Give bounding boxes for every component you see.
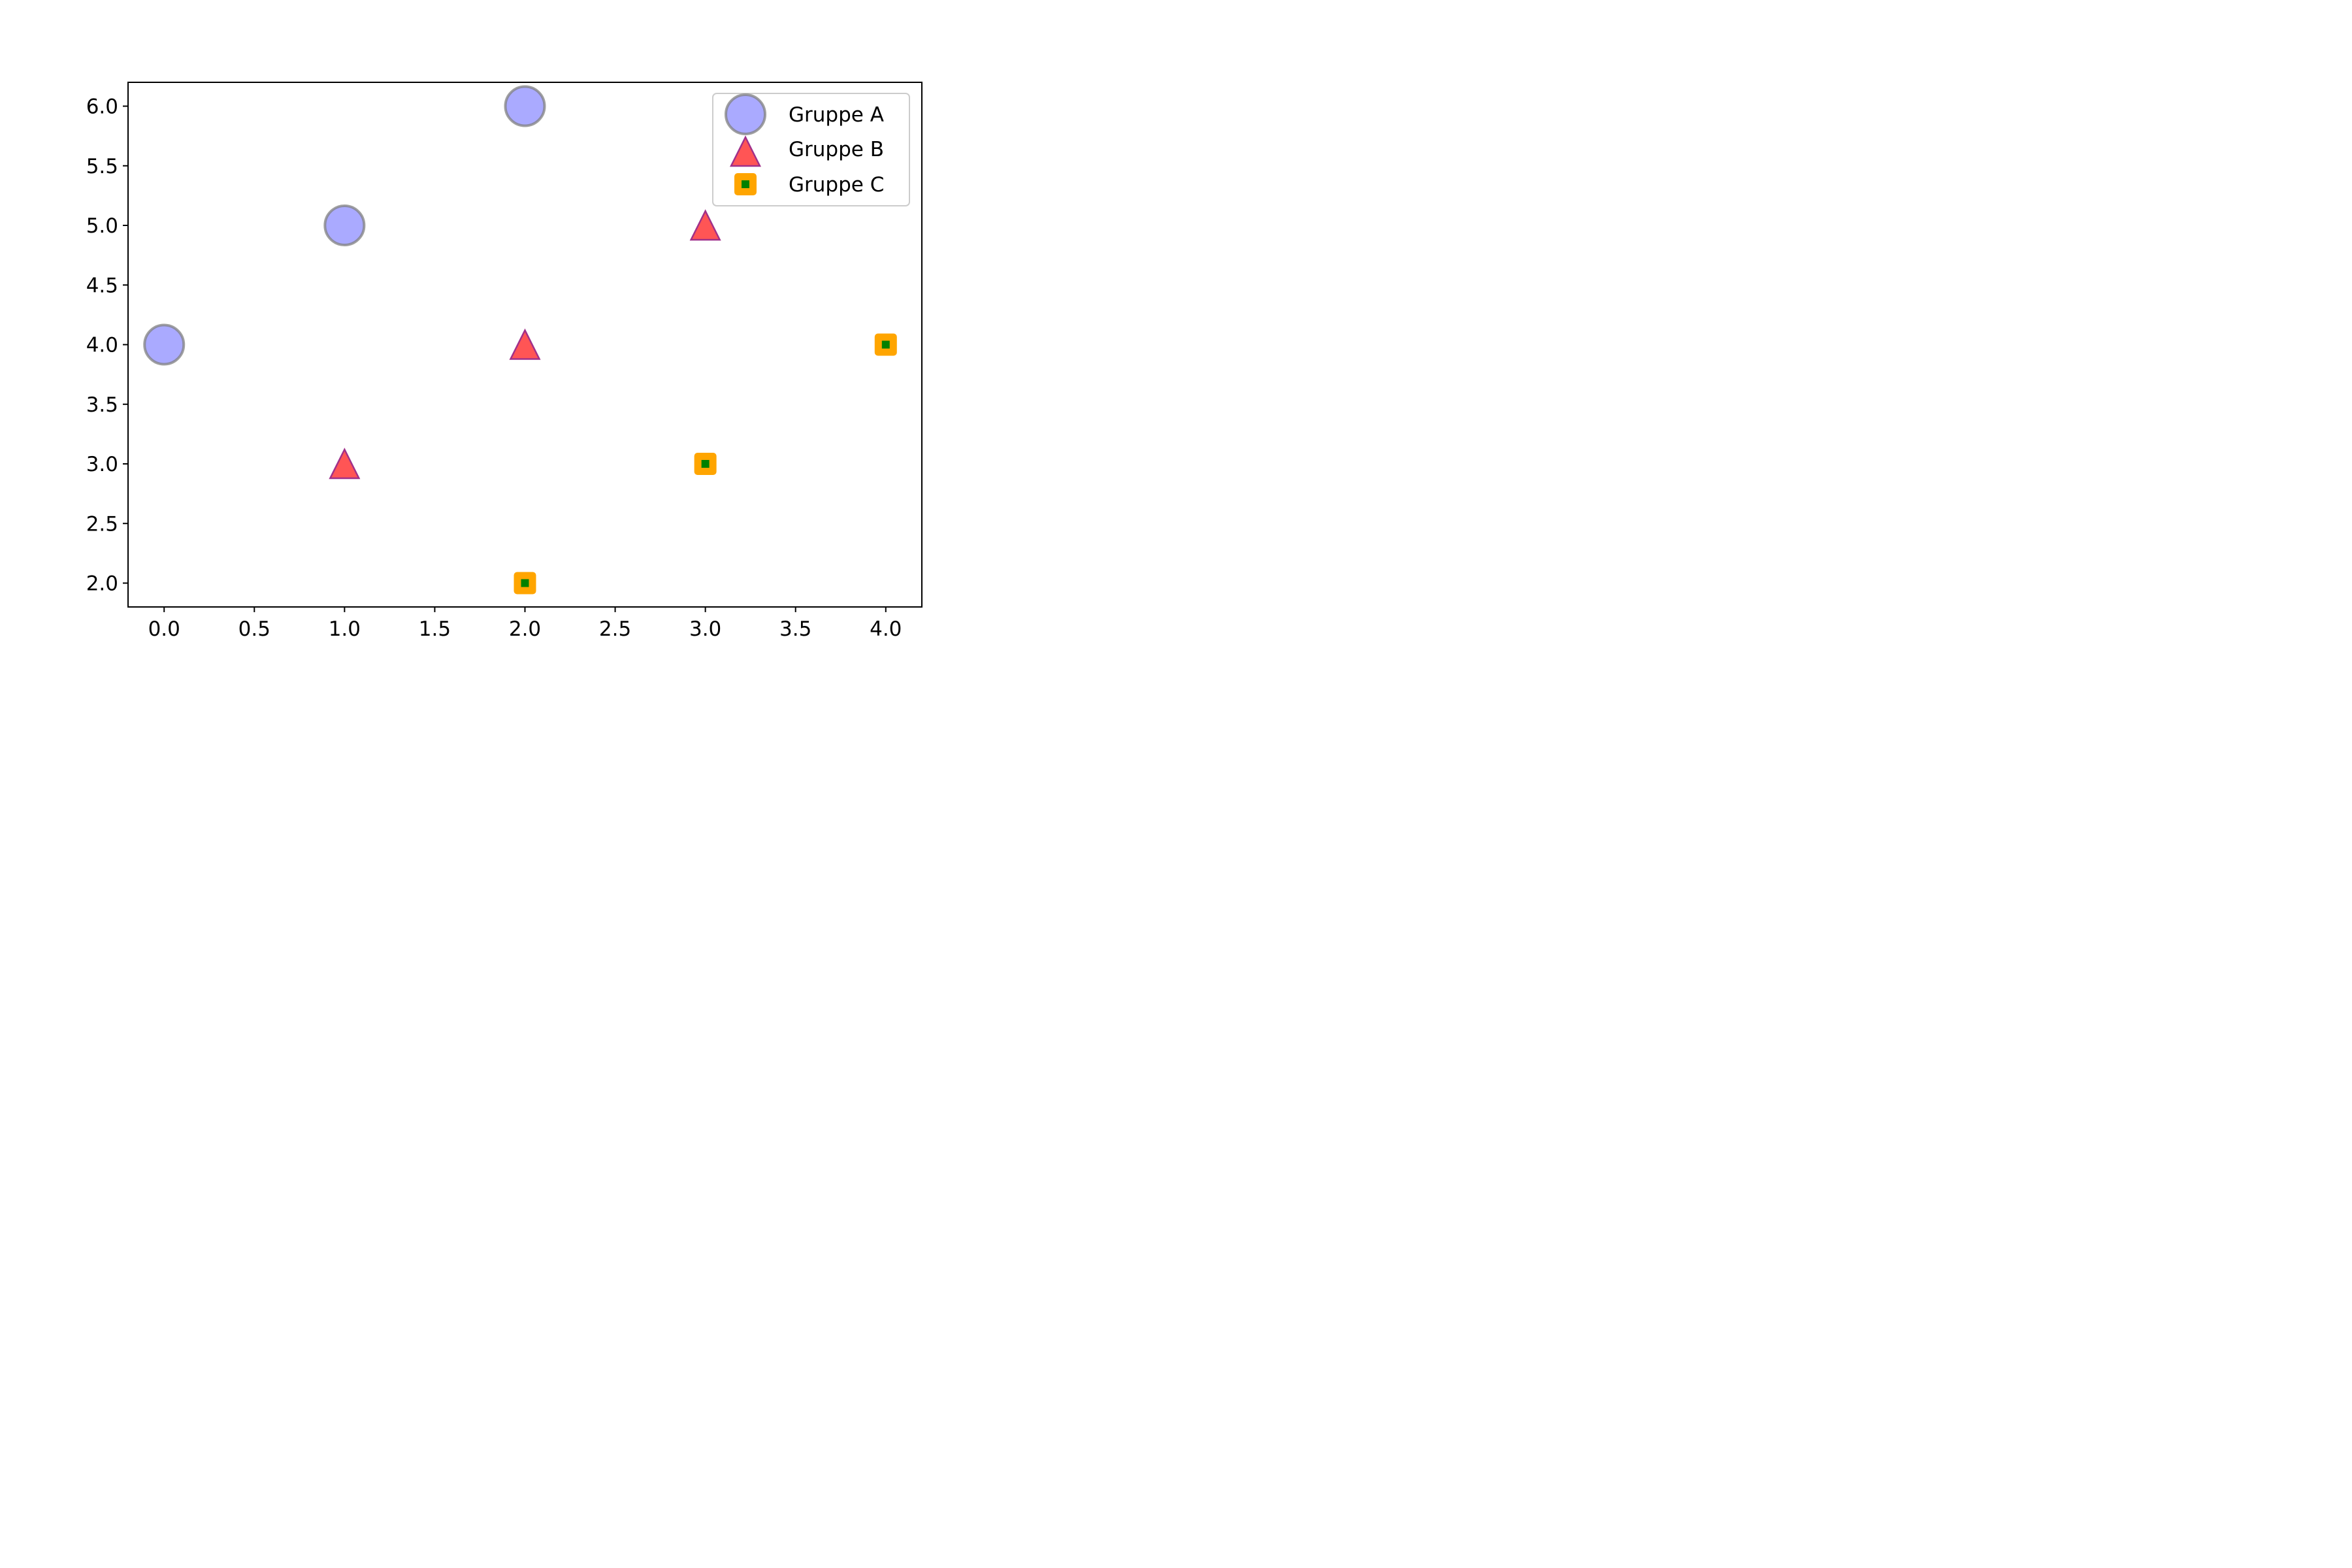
plot-frame bbox=[127, 82, 923, 608]
legend-marker bbox=[725, 93, 766, 135]
y-tick-label: 5.0 bbox=[86, 214, 118, 238]
y-tick-label: 2.5 bbox=[86, 512, 118, 536]
legend-entry: Gruppe C bbox=[734, 173, 884, 197]
y-tick-label: 3.5 bbox=[86, 393, 118, 417]
data-point-core bbox=[701, 460, 710, 468]
legend-entry: Gruppe A bbox=[725, 93, 884, 135]
legend-label: Gruppe C bbox=[789, 173, 884, 197]
x-tick-label: 2.5 bbox=[599, 617, 631, 641]
x-tick-label: 3.5 bbox=[779, 617, 811, 641]
legend: Gruppe A Gruppe B Gruppe C bbox=[712, 93, 910, 206]
data-point bbox=[329, 448, 361, 480]
y-tick-label: 4.0 bbox=[86, 334, 118, 357]
data-point bbox=[323, 204, 366, 246]
legend-label: Gruppe B bbox=[789, 138, 884, 161]
series-3 bbox=[514, 333, 897, 595]
scatter-chart: 0.0 0.5 1.0 1.5 2.0 2.5 3.0 3.5 4.0 2.0 2.5 3.0 3.5 4… bbox=[86, 82, 923, 642]
data-marks bbox=[143, 85, 897, 595]
y-tick-label: 5.5 bbox=[86, 155, 118, 178]
x-tick-label: 3.0 bbox=[689, 617, 721, 641]
y-tick-label: 3.0 bbox=[86, 453, 118, 476]
series-2 bbox=[329, 209, 721, 480]
data-point-core bbox=[881, 340, 890, 349]
x-tick-label: 2.0 bbox=[509, 617, 541, 641]
y-tick-label: 4.5 bbox=[86, 274, 118, 297]
data-point bbox=[504, 85, 546, 127]
x-tick-label: 4.0 bbox=[870, 617, 902, 641]
data-point bbox=[509, 328, 541, 360]
y-tick-label: 2.0 bbox=[86, 572, 118, 596]
x-tick-label: 1.5 bbox=[419, 617, 451, 641]
axis-ticks: 0.0 0.5 1.0 1.5 2.0 2.5 3.0 3.5 4.0 2.0 2.5 3.0 3.5 4… bbox=[86, 95, 902, 642]
legend-label: Gruppe A bbox=[789, 103, 884, 127]
legend-marker bbox=[729, 135, 762, 167]
legend-entry: Gruppe B bbox=[729, 135, 884, 167]
data-point bbox=[689, 209, 721, 241]
x-tick-label: 1.0 bbox=[329, 617, 361, 641]
legend-marker-core bbox=[742, 180, 749, 188]
data-point-core bbox=[521, 579, 529, 587]
x-tick-label: 0.5 bbox=[238, 617, 270, 641]
y-tick-label: 6.0 bbox=[86, 95, 118, 119]
series-1 bbox=[143, 85, 546, 366]
x-tick-label: 0.0 bbox=[148, 617, 180, 641]
data-point bbox=[143, 323, 186, 366]
